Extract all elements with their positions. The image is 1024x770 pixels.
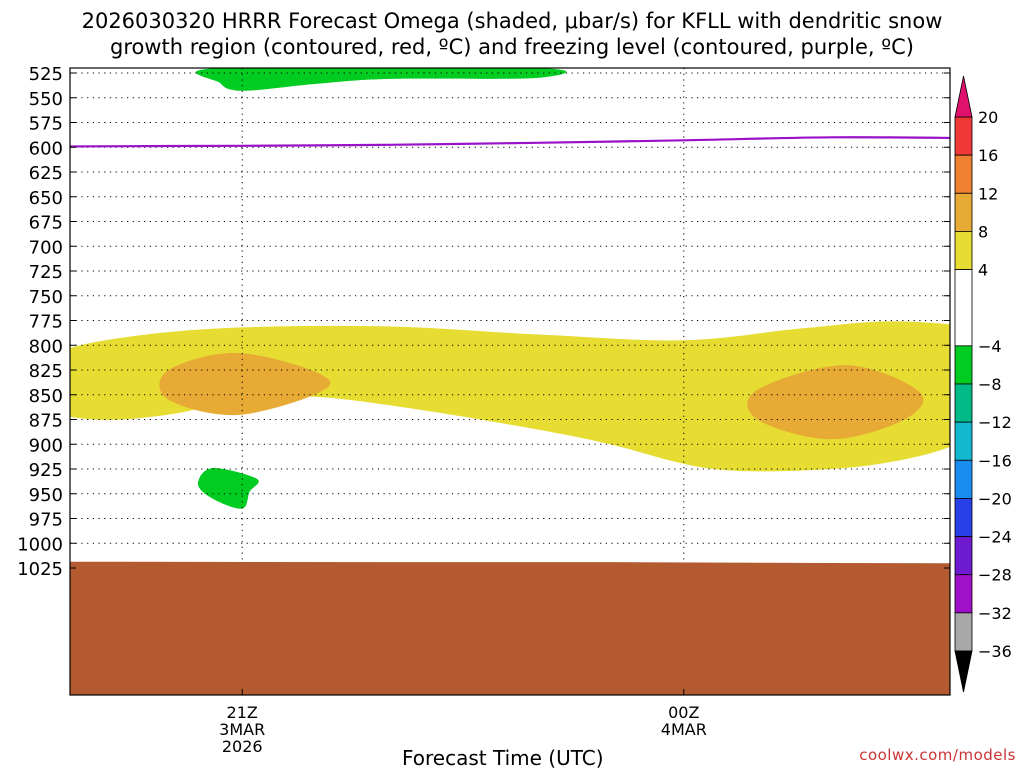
y-tick-label: 1025 (17, 559, 63, 580)
terrain-fill (70, 561, 950, 695)
upward-motion-core (747, 365, 924, 440)
colorbar-label: −24 (978, 528, 1012, 547)
x-tick-label: 00Z (668, 703, 699, 722)
y-tick-label: 875 (29, 411, 63, 432)
colorbar-band (954, 459, 973, 499)
y-tick-label: 550 (29, 89, 63, 110)
colorbar-band (954, 116, 973, 156)
x-tick-label: 2026 (222, 737, 263, 756)
y-tick-label: 925 (29, 460, 63, 481)
colorbar-band (954, 192, 973, 232)
colorbar-extend-top (954, 75, 973, 118)
y-tick-label: 950 (29, 485, 63, 506)
chart-title-line-1: 2026030320 HRRR Forecast Omega (shaded, … (81, 9, 943, 33)
y-tick-label: 750 (29, 287, 63, 308)
colorbar-label: −4 (978, 337, 1002, 356)
omega-shading (70, 68, 950, 509)
upward-motion-band (70, 321, 950, 472)
y-tick-label: 900 (29, 435, 63, 456)
plot-frame (69, 67, 951, 696)
y-tick-label: 975 (29, 510, 63, 531)
y-tick-label: 800 (29, 336, 63, 357)
downward-motion (198, 467, 259, 509)
y-tick-label: 625 (29, 163, 63, 184)
colorbar-label: 20 (978, 108, 998, 127)
colorbar-band (954, 345, 973, 385)
chart-title-line-2: growth region (contoured, red, ºC) and f… (110, 35, 914, 59)
colorbar-band (954, 231, 973, 270)
y-tick-label: 725 (29, 262, 63, 283)
colorbar-label: 12 (978, 184, 998, 203)
colorbar-label: 8 (978, 222, 988, 241)
colorbar-label: −12 (978, 413, 1012, 432)
colorbar-label: −36 (978, 642, 1012, 661)
freezing-level-layer (70, 136, 950, 148)
x-axis: 21Z3MAR202600Z4MAR03Z06Z09Z12Z (219, 689, 707, 756)
colorbar-band (954, 383, 973, 423)
colorbar-band (954, 269, 973, 347)
colorbar-band (954, 498, 973, 537)
y-tick-label: 575 (29, 114, 63, 135)
colorbar: 20 16 12 8 4 −4 −8 −12 −16 −20 −24 −28 −32 −36 (954, 75, 1012, 693)
colorbar-label: −8 (978, 375, 1002, 394)
downward-motion (195, 68, 567, 91)
colorbar-band (954, 154, 973, 194)
freezing-level-line (70, 136, 950, 148)
terrain-layer (70, 561, 950, 695)
y-tick-label: 600 (29, 138, 63, 159)
y-tick-label: 775 (29, 312, 63, 333)
y-tick-label: 525 (29, 64, 63, 85)
colorbar-band (954, 536, 973, 576)
source-credit: coolwx.com/models (859, 746, 1016, 764)
upward-motion-core (159, 352, 331, 416)
y-axis: 525 550 575 600 625 650 675 700 725 750 775 800 825 8… (17, 64, 950, 580)
y-tick-label: 825 (29, 361, 63, 382)
colorbar-label: 16 (978, 146, 998, 165)
y-tick-label: 675 (29, 213, 63, 234)
colorbar-label: −28 (978, 566, 1012, 585)
colorbar-band (954, 612, 973, 652)
x-tick-label: 3MAR (219, 720, 265, 739)
y-tick-label: 1000 (17, 534, 63, 555)
colorbar-label: −20 (978, 489, 1012, 508)
y-tick-label: 700 (29, 237, 63, 258)
x-tick-label: 4MAR (661, 720, 707, 739)
y-tick-label: 850 (29, 386, 63, 407)
y-tick-label: 650 (29, 188, 63, 209)
colorbar-label: 4 (978, 261, 988, 280)
colorbar-band (954, 574, 973, 614)
x-tick-label: 21Z (227, 703, 258, 722)
colorbar-label: −16 (978, 451, 1012, 470)
colorbar-band (954, 421, 973, 461)
colorbar-label: −32 (978, 604, 1012, 623)
x-axis-title: Forecast Time (UTC) (402, 746, 604, 770)
colorbar-extend-bottom (954, 650, 973, 693)
